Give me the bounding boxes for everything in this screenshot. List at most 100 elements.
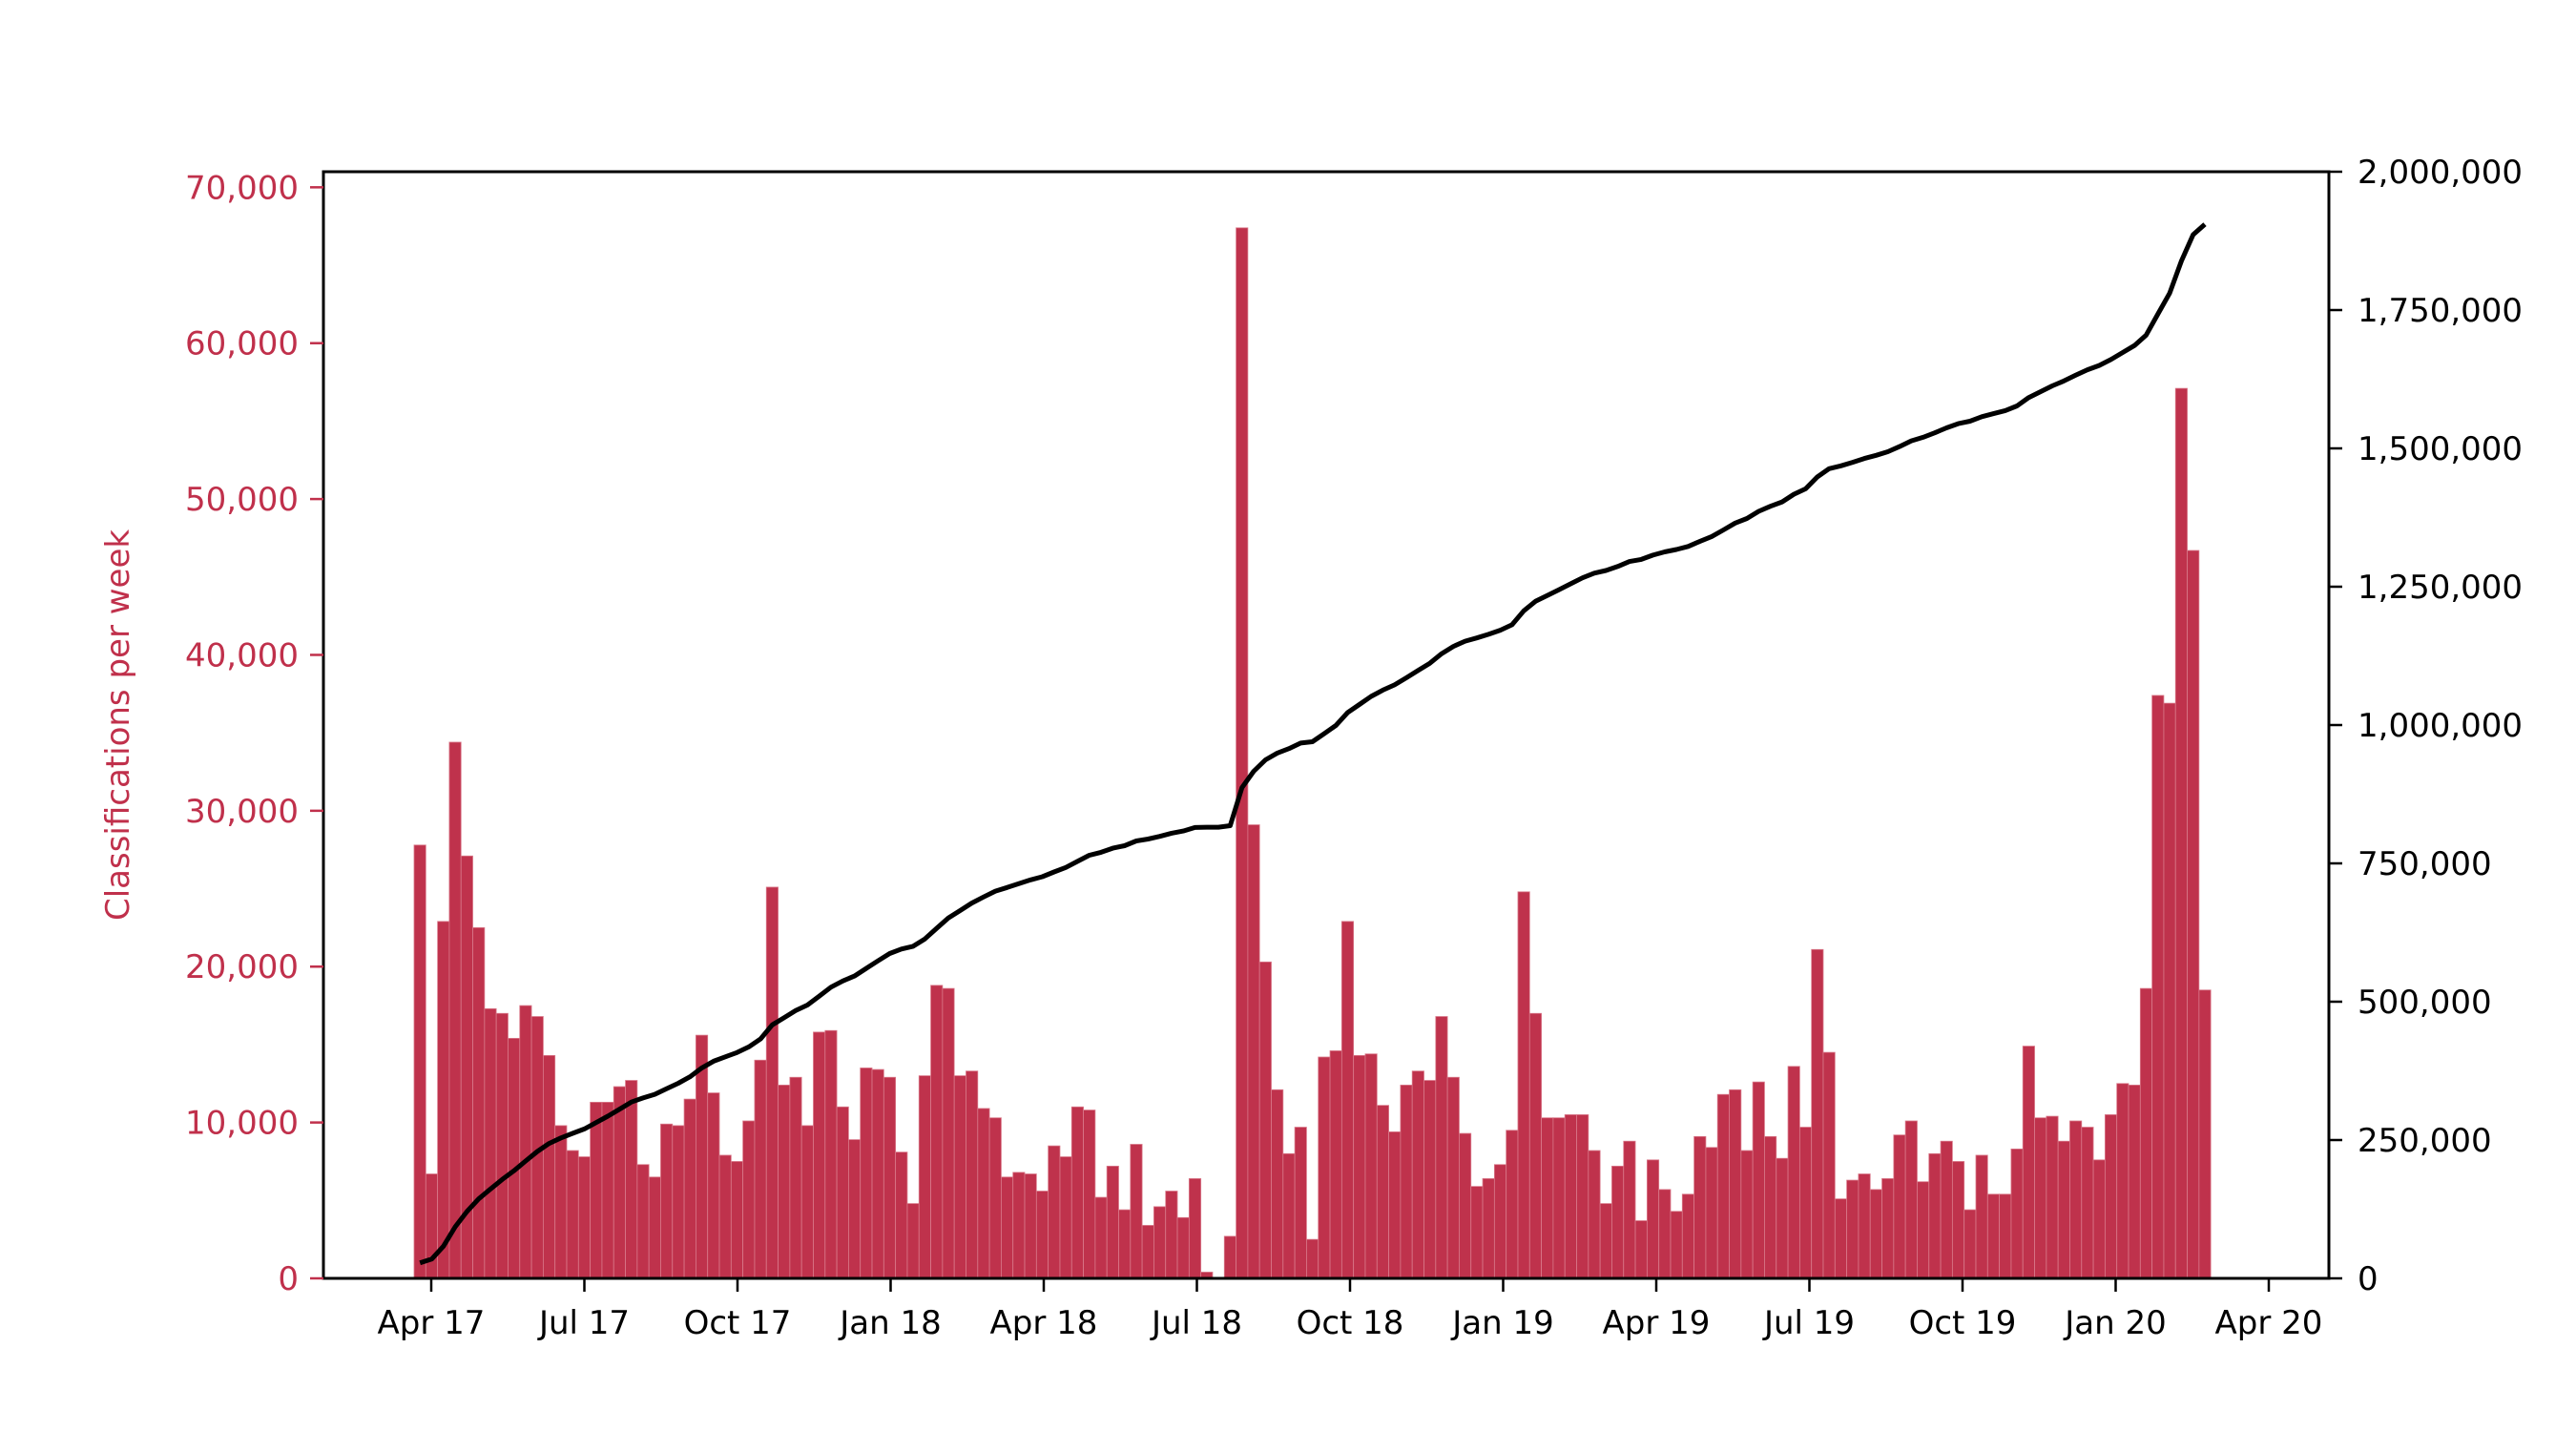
bar — [1223, 1235, 1236, 1279]
bar — [1552, 1117, 1566, 1279]
bar — [1306, 1238, 1319, 1279]
bar — [942, 987, 955, 1279]
bar — [1376, 1105, 1389, 1279]
bar — [918, 1075, 931, 1279]
bar — [2046, 1115, 2059, 1279]
bar — [1048, 1145, 1061, 1279]
bar — [1975, 1154, 1988, 1279]
bar — [1893, 1134, 1906, 1279]
bar — [1764, 1135, 1777, 1279]
bar — [648, 1176, 661, 1279]
bar — [1858, 1173, 1871, 1279]
bar — [577, 1156, 592, 1279]
bar — [519, 1005, 532, 1279]
left-y-axis: 0 10,000 20,000 30,000 40,000 50,000 60,000 70,… — [185, 169, 323, 1298]
bar — [1012, 1172, 1026, 1279]
bar — [1094, 1196, 1108, 1279]
bar — [1541, 1117, 1554, 1279]
bar — [895, 1151, 908, 1279]
x-tick-label: Jan 20 — [2063, 1304, 2166, 1342]
bar — [636, 1164, 650, 1279]
left-y-tick-label: 70,000 — [185, 169, 299, 207]
bar — [883, 1076, 897, 1279]
bar — [1271, 1089, 1284, 1279]
left-y-axis-label: Classifications per week — [99, 529, 137, 921]
bar — [2057, 1140, 2070, 1279]
bar — [1388, 1131, 1402, 1279]
bar — [906, 1203, 920, 1279]
bar — [977, 1108, 990, 1279]
bar — [484, 1007, 497, 1279]
bar — [1176, 1216, 1190, 1279]
bar — [1528, 1012, 1543, 1279]
right-y-axis: 0 250,000 500,000 750,000 1,000,000 1,250,000… — [2329, 154, 2523, 1298]
bar — [2104, 1114, 2118, 1279]
bar — [765, 886, 779, 1279]
bar — [1869, 1189, 1882, 1279]
bar — [860, 1068, 873, 1279]
bar — [1904, 1120, 1918, 1279]
bar — [1258, 961, 1272, 1279]
right-y-tick-label: 250,000 — [2358, 1122, 2492, 1160]
bar — [1986, 1193, 2001, 1279]
bar — [2010, 1148, 2024, 1279]
weekly-bars — [413, 227, 2212, 1279]
x-tick-label: Oct 19 — [1909, 1304, 2017, 1342]
right-y-tick-label: 1,750,000 — [2358, 292, 2523, 330]
bar — [1599, 1203, 1612, 1279]
bar — [1928, 1152, 1942, 1279]
bar — [1623, 1140, 1636, 1279]
bar — [1705, 1147, 1718, 1279]
bar — [1106, 1165, 1119, 1279]
bar — [1693, 1135, 1707, 1279]
bar — [824, 1029, 838, 1279]
bar — [1470, 1186, 1484, 1279]
bar — [683, 1098, 696, 1279]
right-y-tick-label: 1,250,000 — [2358, 569, 2523, 607]
bar — [1740, 1150, 1754, 1279]
left-y-tick-label: 50,000 — [185, 481, 299, 519]
left-y-tick-label: 20,000 — [185, 948, 299, 986]
bar — [1153, 1206, 1167, 1279]
x-tick-label: Jul 17 — [537, 1304, 630, 1342]
bar — [1646, 1159, 1660, 1279]
x-tick-label: Apr 18 — [990, 1304, 1098, 1342]
bar — [1658, 1189, 1672, 1279]
bar — [1070, 1106, 1084, 1279]
bar — [660, 1123, 674, 1279]
bar — [1118, 1209, 1132, 1279]
x-tick-label: Jul 18 — [1150, 1304, 1242, 1342]
bar — [1917, 1181, 1930, 1279]
bar — [2139, 987, 2153, 1279]
bar — [1834, 1198, 1848, 1279]
bar — [1787, 1066, 1800, 1279]
bar — [1282, 1152, 1296, 1279]
bar — [2151, 695, 2165, 1279]
bar — [813, 1031, 826, 1279]
bar — [1024, 1173, 1037, 1279]
bar — [1506, 1130, 1519, 1279]
bar — [742, 1120, 756, 1279]
bar — [2187, 550, 2200, 1279]
bar — [1729, 1089, 1742, 1279]
bar — [930, 985, 944, 1279]
bar — [1459, 1132, 1472, 1279]
left-y-tick-label: 10,000 — [185, 1105, 299, 1143]
bar — [2092, 1159, 2106, 1279]
bar — [472, 926, 486, 1279]
bar — [1822, 1051, 1836, 1279]
left-y-tick-label: 40,000 — [185, 636, 299, 674]
bar — [789, 1076, 802, 1279]
bar — [1846, 1179, 1859, 1279]
x-tick-label: Apr 17 — [378, 1304, 486, 1342]
bar — [1059, 1156, 1072, 1279]
right-y-tick-label: 0 — [2358, 1260, 2379, 1298]
x-tick-label: Jul 19 — [1762, 1304, 1855, 1342]
x-tick-label: Jan 18 — [838, 1304, 941, 1342]
bar — [1811, 948, 1824, 1279]
bar — [1940, 1140, 1953, 1279]
bar — [1670, 1211, 1683, 1279]
bar — [1482, 1178, 1495, 1279]
bar — [613, 1086, 626, 1279]
